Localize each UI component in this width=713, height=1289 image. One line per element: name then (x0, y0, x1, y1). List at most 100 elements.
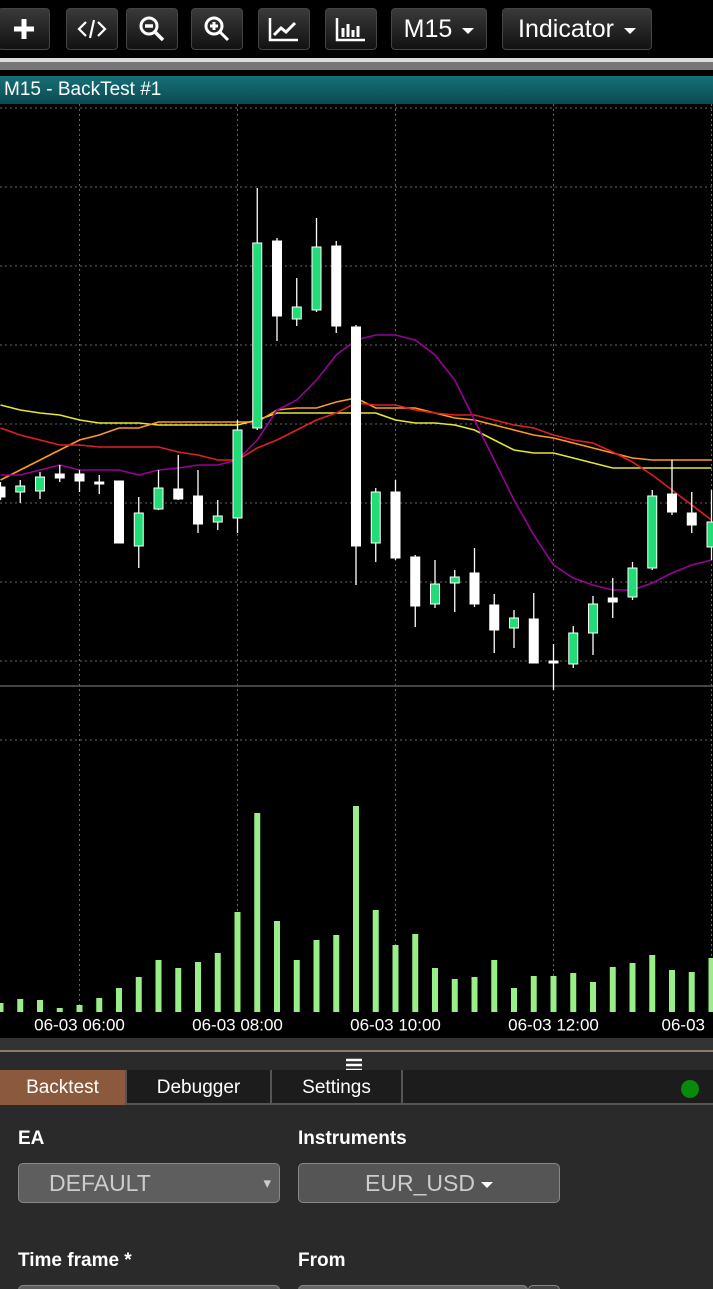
volume-bar (432, 968, 438, 1012)
volume-bar (195, 962, 201, 1012)
candle-body (133, 512, 144, 547)
candle-body (114, 480, 124, 544)
candle-body (291, 306, 302, 320)
zoom-in-button[interactable] (191, 8, 243, 50)
candle-body (430, 583, 440, 605)
volume-bar (175, 968, 182, 1012)
volume-bar (333, 935, 340, 1012)
candle-body (232, 429, 243, 519)
x-tick-label: 06-03 06:00 (34, 1015, 125, 1034)
candle-body (588, 603, 598, 634)
bar-chart-button[interactable] (325, 8, 377, 50)
candle-body (173, 488, 184, 500)
candle-body (469, 572, 480, 605)
timeframe-select[interactable] (18, 1285, 280, 1289)
tab[interactable]: Settings (272, 1070, 403, 1105)
timeframe-text: M15 (403, 14, 453, 43)
timeframe-dropdown[interactable]: M15 (391, 8, 487, 50)
timeframe-label: Time frame * (18, 1250, 132, 1271)
volume-bar (609, 967, 616, 1012)
tab[interactable]: Backtest (0, 1070, 127, 1105)
candle-body (528, 618, 539, 664)
candle-body (212, 515, 223, 523)
select-arrow: ▾ (263, 1175, 271, 1192)
candle-body (252, 242, 263, 429)
caret (462, 27, 475, 34)
indicator-text: Indicator (518, 14, 614, 43)
from-input[interactable] (298, 1285, 528, 1289)
candle-body (370, 491, 381, 544)
zoom-in-icon (204, 16, 230, 42)
line-chart-icon (268, 18, 298, 42)
candle-body (0, 486, 6, 498)
instruments-label: Instruments (298, 1128, 407, 1149)
volume-bar (708, 958, 713, 1012)
candle-body (686, 512, 697, 526)
volume-bar (214, 953, 221, 1012)
volume-bar (412, 934, 419, 1012)
x-tick-label: 06-03 12:00 (508, 1015, 599, 1034)
volume-bar (155, 960, 162, 1012)
x-tick-label: 06-03 08:00 (192, 1015, 283, 1034)
volume-bar (135, 977, 142, 1012)
candle-body (272, 240, 282, 317)
volume-bar (37, 1000, 43, 1012)
candle-body (647, 495, 658, 569)
indicator-dropdown[interactable]: Indicator (502, 8, 652, 50)
bar-chart-icon (335, 18, 365, 42)
volume-bar (530, 976, 537, 1012)
toolbar-divider (0, 58, 713, 62)
ea-value: DEFAULT (49, 1169, 151, 1196)
candle-body (449, 576, 460, 584)
volume-bar (56, 1008, 63, 1012)
add-button[interactable] (0, 8, 50, 50)
from-picker[interactable] (528, 1285, 560, 1289)
from-label: From (298, 1250, 346, 1271)
instruments-button[interactable]: EUR_USD (298, 1163, 560, 1203)
tab[interactable]: Debugger (127, 1070, 272, 1105)
candle-body (509, 617, 519, 629)
volume-bar (254, 813, 261, 1012)
code-icon (77, 19, 107, 39)
candle-body (410, 556, 421, 607)
candle-body (548, 660, 559, 664)
ea-select[interactable]: DEFAULT ▾ (18, 1163, 280, 1203)
volume-bar (17, 999, 24, 1012)
code-button[interactable] (66, 8, 118, 50)
line-chart-button[interactable] (258, 8, 310, 50)
bottom-panel: Backtest Debugger Settings EA DEFAULT ▾ I… (0, 1052, 713, 1289)
x-tick-label: 06-03 (662, 1015, 705, 1034)
volume-bar (76, 1005, 83, 1012)
candle-body (390, 491, 401, 559)
candle-body (54, 473, 65, 479)
candle-body (193, 495, 203, 525)
volume-bar (550, 976, 557, 1012)
volume-bar (570, 973, 577, 1012)
splitter (0, 1038, 713, 1050)
panel-title: M15 - BackTest #1 (4, 79, 162, 100)
volume-bar (688, 972, 695, 1012)
volume-bar (293, 960, 300, 1012)
toolbar: M15 Indicator (0, 0, 713, 58)
candle-body (311, 246, 322, 311)
candle-body (706, 521, 713, 548)
volume-bar (649, 955, 656, 1012)
volume-bar (116, 988, 122, 1012)
volume-bar (274, 921, 280, 1012)
plus-icon (14, 19, 34, 39)
volume-bar (511, 988, 517, 1012)
chart: 06-03 06:00 06-03 08:00 06-03 10:00 06-03 1… (0, 104, 713, 1052)
candle-body (607, 597, 618, 603)
toolbar-divider (0, 62, 713, 70)
volume-bar (590, 982, 596, 1012)
volume-bar (471, 977, 478, 1012)
candle-body (331, 245, 342, 327)
candle-body (35, 476, 45, 492)
zoom-out-button[interactable] (126, 8, 178, 50)
candle-body (627, 567, 638, 598)
candle-body (153, 487, 164, 510)
status-indicator (681, 1080, 699, 1098)
panel-title-bar: M15 - BackTest #1 (0, 76, 713, 104)
candle-body (15, 485, 26, 493)
ea-label: EA (18, 1128, 45, 1149)
